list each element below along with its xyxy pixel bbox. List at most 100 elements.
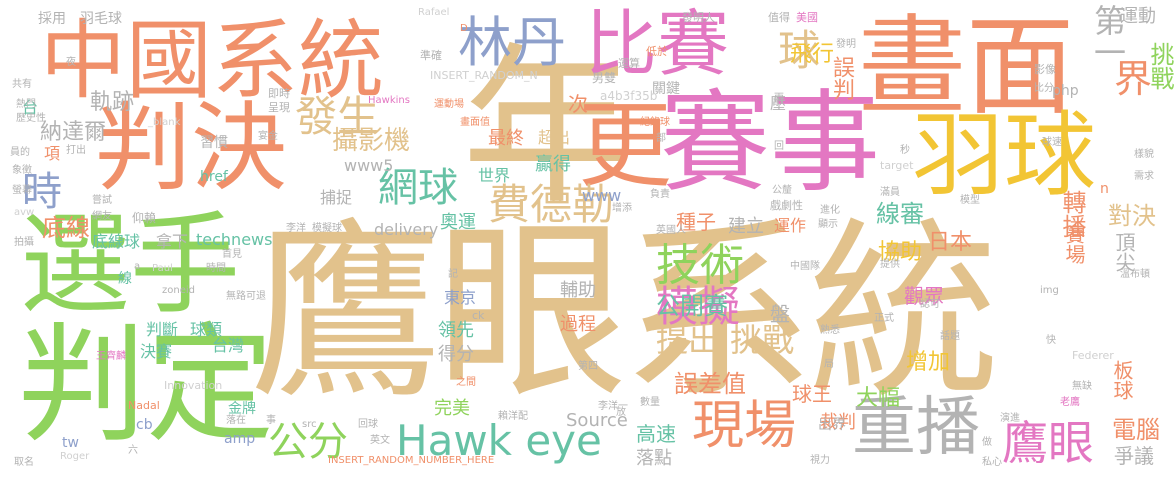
word: 頂尖 — [1112, 232, 1136, 272]
word: 習慣 — [200, 135, 228, 151]
word: 回 — [774, 141, 784, 152]
word: 之間 — [456, 377, 476, 388]
word: 中國系統 — [40, 11, 384, 111]
word: 費德勒 — [488, 180, 615, 229]
word: 英國人 — [656, 225, 686, 236]
word: 落點 — [636, 448, 672, 469]
word: 發明人 — [682, 11, 715, 24]
word: 拍攝 — [14, 237, 34, 248]
word: 認可 — [920, 299, 940, 310]
word: 老鷹 — [1060, 397, 1080, 408]
word: 增添 — [612, 203, 632, 214]
word: 溫布頓 — [1120, 269, 1150, 280]
word: Nadal — [128, 399, 160, 412]
word: 運作 — [774, 216, 807, 235]
word: 夜 — [66, 57, 76, 68]
word: Rafael — [418, 7, 450, 18]
word: 時間 — [206, 263, 226, 274]
word: 過程 — [560, 314, 596, 335]
word: 賽事 — [660, 79, 880, 207]
word: 賽場 — [1062, 224, 1086, 264]
word: Hawkins — [368, 95, 410, 106]
word: 採用 — [38, 11, 66, 27]
word: 更 — [578, 92, 673, 201]
word: 共有 — [12, 79, 32, 90]
word: 模擬 — [656, 282, 741, 331]
word: 無路可退 — [226, 291, 266, 302]
word: 捕捉 — [320, 188, 353, 207]
word: 公釐 — [772, 185, 792, 196]
word: 球王 — [792, 382, 832, 406]
word: 放 — [616, 407, 626, 418]
word: 項 — [44, 144, 61, 163]
word: 熟悉 — [820, 325, 840, 336]
word: 秒 — [900, 145, 910, 156]
word: 種子 — [676, 210, 716, 234]
word: 落在 — [226, 415, 246, 426]
word: 比賽 — [585, 2, 730, 86]
word: 美國 — [796, 11, 818, 24]
word: 誤判 — [829, 56, 854, 100]
word: Hawk eye — [396, 416, 602, 465]
word: 運算 — [618, 57, 640, 70]
word: a4b3f35b — [600, 89, 658, 103]
word: 完美 — [434, 398, 470, 419]
word: 高速 — [636, 422, 676, 446]
word: 樣貌 — [1134, 149, 1154, 160]
word: 第一 — [1089, 4, 1127, 68]
word: 增加 — [906, 350, 951, 375]
word: 演進 — [1000, 413, 1020, 424]
word: 公分 — [268, 419, 348, 465]
word: 金牌 — [228, 401, 256, 417]
word: 台灣 — [212, 336, 245, 355]
word: 羽毛球 — [80, 11, 122, 27]
word: 李洋一 — [598, 401, 628, 412]
word: 仰賴 — [132, 211, 157, 225]
word: 裁判 — [820, 412, 856, 433]
word: 奧運 — [440, 212, 476, 233]
word: 做 — [982, 437, 992, 448]
word: _blank — [148, 117, 181, 128]
word: Innovation — [164, 379, 223, 392]
word: 嘗試 — [92, 195, 112, 206]
word: 球 — [778, 26, 821, 75]
word: avw — [14, 207, 35, 218]
word: 時 — [22, 169, 62, 215]
word: 大幅 — [856, 386, 901, 411]
word: www5 — [344, 156, 394, 175]
word: INSERT_RANDOM_NUMBER_HERE — [328, 455, 495, 466]
word: 網友 — [92, 211, 112, 222]
word: 局 — [824, 359, 834, 370]
word: 發明 — [836, 39, 856, 50]
word: 話題 — [940, 331, 960, 342]
word: D — [460, 23, 468, 34]
word: ck — [472, 309, 485, 322]
word: 判定 — [18, 311, 275, 460]
word: 球速 — [1042, 137, 1062, 148]
word: 中國隊 — [790, 261, 820, 272]
word: 羽球 — [912, 102, 1097, 209]
word: 最終 — [488, 128, 524, 149]
word: 六 — [128, 445, 138, 456]
word: 影像 — [1034, 63, 1056, 76]
word: 東京 — [444, 288, 477, 307]
word: n — [1100, 181, 1109, 197]
word: 即時 — [268, 87, 290, 100]
word: 協助 — [878, 240, 923, 265]
word: 建立 — [728, 216, 764, 237]
word: 底線球 — [92, 232, 141, 251]
word: 英文 — [370, 435, 390, 446]
word: 鷹眼系統 — [250, 202, 1000, 425]
word: 技術 — [656, 240, 744, 291]
word: 進化 — [820, 205, 840, 216]
word: 轉播 — [1058, 190, 1086, 238]
word: 飛行 — [790, 42, 835, 67]
word: 判決 — [95, 92, 287, 204]
word: 觀眾 — [904, 284, 944, 308]
word: 運動 — [1120, 6, 1156, 27]
word: 網球 — [378, 165, 458, 211]
word: 公開賽 — [656, 292, 728, 320]
word: 宴金 — [258, 131, 278, 142]
word: 李洋 — [286, 223, 306, 234]
word: 紀錄球 — [640, 117, 670, 128]
